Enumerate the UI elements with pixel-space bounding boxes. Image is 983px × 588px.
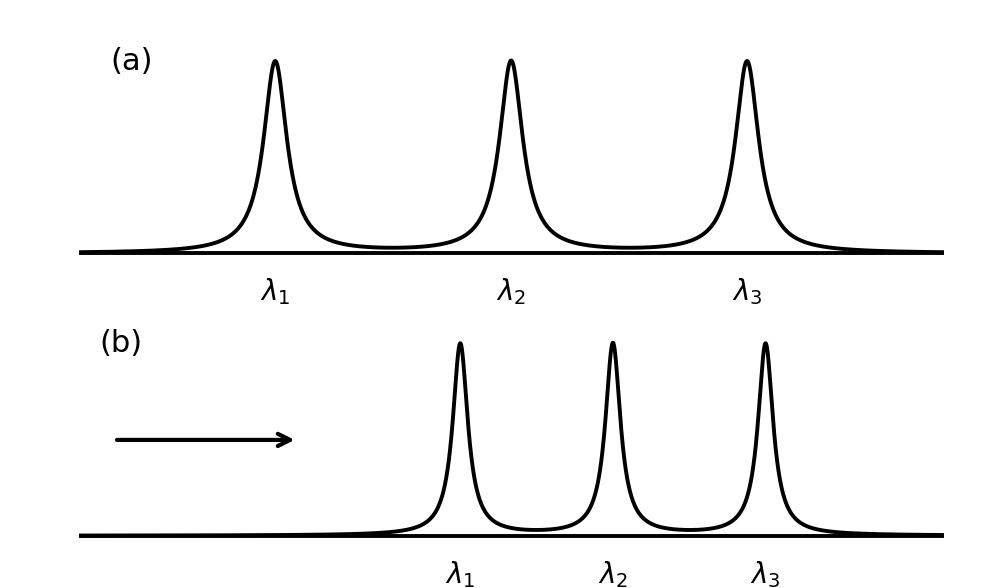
- Text: $\lambda_3$: $\lambda_3$: [750, 559, 781, 588]
- Text: $\lambda_1$: $\lambda_1$: [445, 559, 476, 588]
- Text: $\lambda_2$: $\lambda_2$: [496, 276, 526, 308]
- Text: $\lambda_1$: $\lambda_1$: [260, 276, 290, 308]
- Text: $\lambda_3$: $\lambda_3$: [731, 276, 763, 308]
- Text: (a): (a): [110, 46, 152, 75]
- Text: $\lambda_2$: $\lambda_2$: [598, 559, 628, 588]
- Text: (b): (b): [99, 329, 143, 358]
